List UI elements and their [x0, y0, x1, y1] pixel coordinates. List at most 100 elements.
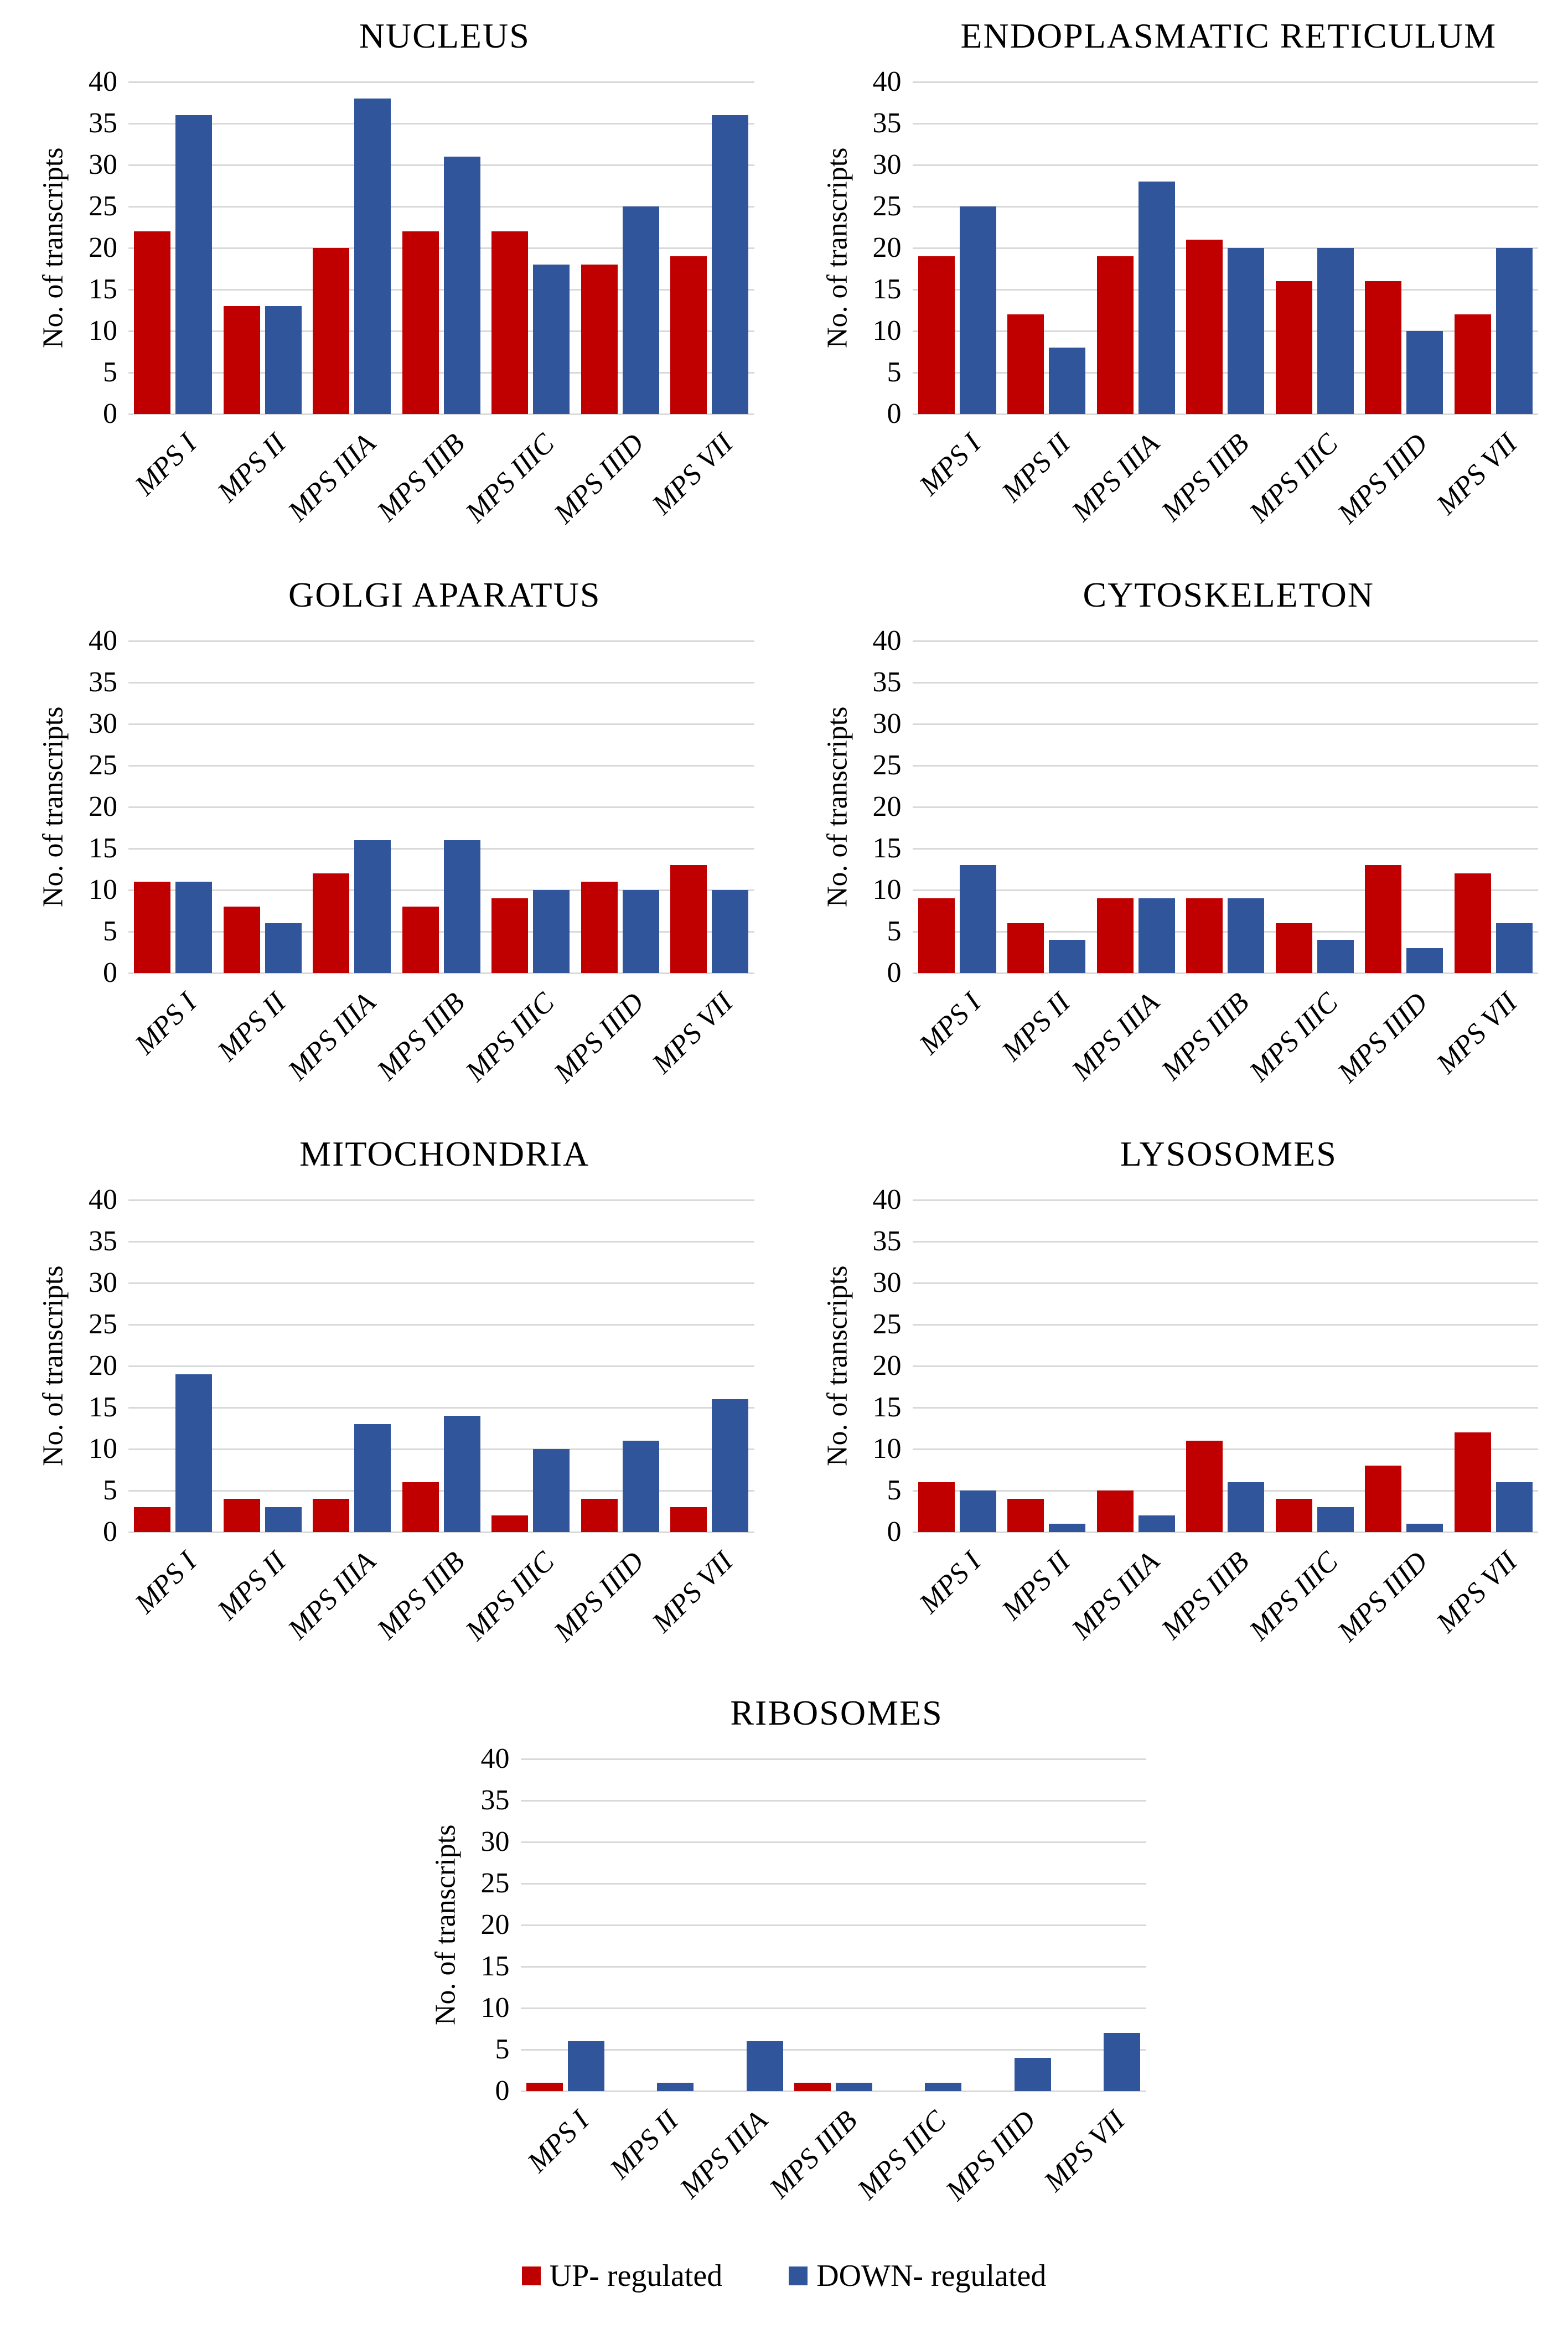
- bar-group-mps-iiib: [397, 157, 487, 414]
- gridline: [912, 847, 1538, 850]
- bar-up-mps-ii: [223, 1499, 260, 1532]
- gridline: [520, 1965, 1146, 1968]
- gridline: [912, 972, 1538, 974]
- bar-group-mps-ii: [218, 907, 308, 973]
- bar-up-mps-vii: [670, 1507, 707, 1532]
- y-tick-label: 30: [872, 1267, 902, 1298]
- bar-up-mps-ii: [223, 907, 260, 973]
- bar-down-mps-iiid: [1406, 331, 1443, 414]
- x-axis-label: MPS I: [521, 2104, 596, 2178]
- x-axis-label: MPS II: [996, 1545, 1077, 1627]
- plot-area: [520, 1758, 1146, 2092]
- bar-down-mps-iiic: [533, 1449, 570, 1532]
- bar-down-mps-ii: [657, 2083, 694, 2091]
- bar-down-mps-i: [959, 1491, 996, 1532]
- bar-down-mps-iiic: [533, 890, 570, 973]
- gridline: [128, 330, 754, 332]
- bar-group-mps-vii: [1057, 2033, 1146, 2091]
- bar-group-mps-ii: [218, 306, 308, 414]
- plot-area: [128, 1199, 754, 1533]
- bar-down-mps-vii: [1495, 1482, 1533, 1532]
- y-tick-label: 10: [89, 1433, 117, 1465]
- gridline: [128, 930, 754, 933]
- bar-group-mps-iiic: [1270, 1499, 1360, 1532]
- gridline: [128, 1489, 754, 1492]
- gridline: [128, 164, 754, 166]
- bar-down-mps-iiic: [925, 2083, 962, 2091]
- bar-down-mps-iiib: [1228, 248, 1265, 414]
- gridline: [128, 1282, 754, 1284]
- bar-up-mps-iiic: [1275, 923, 1312, 973]
- x-axis-label: MPS II: [996, 427, 1077, 509]
- x-label-cell: MPS I: [913, 1532, 1002, 1690]
- bar-down-mps-vii: [1495, 248, 1533, 414]
- gridline: [128, 413, 754, 415]
- bar-groups: [128, 82, 754, 414]
- gridline: [128, 889, 754, 891]
- bar-down-mps-i: [959, 206, 996, 414]
- bar-up-mps-iiic: [1275, 1499, 1312, 1532]
- bar-down-mps-vii: [712, 890, 749, 973]
- gridline: [128, 247, 754, 249]
- x-axis-label: MPS I: [129, 1545, 203, 1619]
- gridline: [128, 1406, 754, 1409]
- bar-group-mps-iiic: [486, 890, 576, 973]
- gridline: [520, 2048, 1146, 2051]
- bar-group-mps-iiib: [1181, 1441, 1270, 1532]
- bar-groups: [128, 1200, 754, 1532]
- y-tick-label: 5: [103, 356, 117, 388]
- bar-down-mps-vii: [1495, 923, 1533, 973]
- gridline: [128, 847, 754, 850]
- x-label-cell: MPS I: [913, 973, 1002, 1131]
- bar-down-mps-iiia: [746, 2041, 783, 2091]
- bar-down-mps-i: [175, 1374, 213, 1532]
- bar-up-mps-iiic: [491, 231, 529, 414]
- y-tick-label: 10: [89, 315, 117, 346]
- bar-group-mps-iiia: [307, 840, 397, 973]
- bar-up-mps-i: [526, 2083, 563, 2091]
- bar-group-mps-iiib: [1181, 240, 1270, 414]
- y-tick-label: 0: [103, 398, 117, 429]
- bar-up-mps-iiid: [581, 882, 618, 973]
- x-axis-labels: MPS I MPS II MPS IIIA MPS IIIB MPS IIIC MPS I…: [521, 2091, 1146, 2249]
- gridline: [128, 806, 754, 808]
- bar-group-mps-iiid: [576, 1441, 665, 1532]
- x-label-cell: MPS VII: [1430, 1532, 1539, 1690]
- bar-up-mps-iiid: [581, 265, 618, 414]
- gridline: [520, 2090, 1146, 2092]
- bar-group-mps-iiic: [1270, 923, 1360, 973]
- bar-down-mps-vii: [1104, 2033, 1141, 2091]
- gridline: [912, 889, 1538, 891]
- x-label-cell: MPS VII: [1430, 414, 1539, 572]
- bar-down-mps-iiib: [835, 2083, 872, 2091]
- y-tick-label: 10: [480, 1992, 510, 2024]
- y-tick-label: 15: [89, 832, 117, 864]
- bar-group-mps-i: [128, 1374, 218, 1532]
- x-axis-label: MPS I: [913, 427, 987, 501]
- bar-group-mps-i: [521, 2041, 610, 2091]
- y-axis-title: No. of transcripts: [37, 706, 69, 908]
- x-label-cell: MPS I: [128, 1532, 218, 1690]
- y-tick-label: 10: [89, 874, 117, 905]
- bar-group-mps-i: [913, 206, 1002, 414]
- y-tick-label: 30: [89, 149, 117, 180]
- legend-swatch-down-icon: [789, 2266, 808, 2285]
- y-tick-label: 20: [89, 232, 117, 263]
- y-axis-title: No. of transcripts: [821, 1265, 853, 1467]
- bar-down-mps-ii: [265, 923, 302, 973]
- y-tick-label: 0: [887, 398, 902, 429]
- y-tick-label: 20: [872, 791, 902, 822]
- y-tick-label: 0: [495, 2075, 510, 2107]
- bar-up-mps-ii: [223, 306, 260, 414]
- gridline: [128, 81, 754, 83]
- chart-title: CYTOSKELETON: [1083, 575, 1375, 614]
- gridline: [912, 1489, 1538, 1492]
- bar-down-mps-iiid: [622, 206, 659, 414]
- bar-up-mps-iiic: [1275, 281, 1312, 414]
- bar-up-mps-iiib: [402, 231, 439, 414]
- bar-group-mps-iiia: [307, 1424, 397, 1532]
- gridline: [520, 1882, 1146, 1885]
- gridline: [520, 1924, 1146, 1926]
- y-axis-ticks: 0 5 10 15 20 25 30 35 40: [71, 627, 128, 987]
- y-tick-label: 40: [872, 1184, 902, 1215]
